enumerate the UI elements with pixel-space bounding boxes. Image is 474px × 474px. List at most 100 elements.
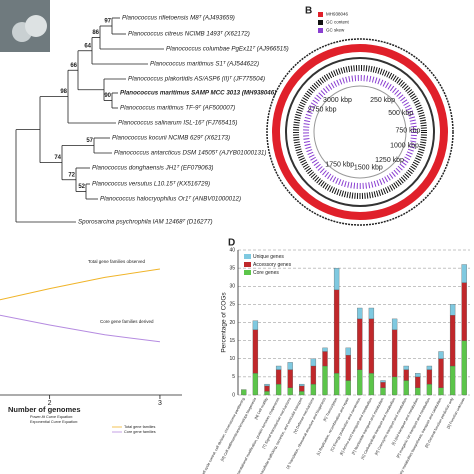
legend-swatch [318,20,323,25]
curve [0,268,161,301]
bar-segment [415,376,421,388]
bar-segment [287,362,293,370]
kbp-label: 250 kbp [370,97,395,104]
bar-segment [241,389,247,396]
bar-segment [426,365,433,370]
kbp-label: 3000 kbp [323,97,352,104]
bar-segment [310,358,317,367]
bar-segment [345,347,351,356]
annotation: Core gene families derived [100,319,154,324]
genome-ring [266,38,454,226]
legend-label: Unique genes [253,254,284,260]
bar-segment [461,282,467,341]
bar-segment [252,320,259,330]
legend-swatch [244,270,251,275]
species-label: Planococcus donghaensis JH1ᵀ (EF079063) [92,165,213,172]
bar-segment [299,391,305,396]
species-label: Planococcus maritimus TF-9ᵀ (AF500007) [120,105,235,112]
bootstrap-value: 64 [84,43,91,49]
bar-segment [403,369,409,381]
bar-segment [299,383,305,387]
bar-segment [275,383,282,396]
species-label: Planococcus halocryophilus Or1ᵀ (ANBV010… [100,196,241,203]
bar-segment [345,354,351,381]
bar-segment [438,351,444,359]
bar-segment [368,373,375,396]
bar-segment [380,382,386,388]
kbp-label: 750 kbp [396,128,421,135]
bootstrap-value: 74 [54,155,61,161]
kbp-label: 1000 kbp [390,142,419,149]
x-axis-label: Number of genomes [8,405,81,414]
legend-label: Core gene families [124,430,156,434]
bar-segment [380,380,386,383]
bar-segment [403,365,409,370]
species-label: Planococcus rifietoensis M8ᵀ (AJ493659) [122,15,235,22]
species-label: Planococcus salinarum ISL-16ᵀ (FJ765415) [118,120,237,127]
legend-label: MH938046 [326,12,349,17]
bootstrap-value: 52 [78,184,85,190]
bar-segment [357,307,363,320]
species-label: Planococcus versutus L10.15ᵀ (KX516729) [92,181,210,188]
y-tick-label: 40 [229,247,235,253]
y-tick-label: 20 [229,320,235,326]
bootstrap-value: 90 [104,93,111,99]
genome-ring [313,85,407,179]
legend-text: Exponential Curve Equation: [30,420,78,424]
kbp-label: 1750 kbp [325,161,354,168]
legend-label: Total gene families [124,425,156,429]
species-label: Planococcus kocurii NCIMB 629ᵀ (X62173) [112,135,230,142]
legend-label: Accessory genes [253,262,292,268]
bar-segment [461,340,467,396]
bar-segment [333,267,340,291]
panel-label: B [305,6,312,17]
bar-segment [368,307,375,320]
bootstrap-value: 97 [104,19,111,25]
y-tick-label: 0 [232,392,235,398]
bar-segment [264,385,270,392]
annotation: Total gene families observed [88,259,146,264]
bar-segment [299,385,305,392]
legend-swatch [318,12,323,17]
bar-segment [287,369,293,388]
bar-segment [449,365,456,396]
legend-swatch [244,262,251,267]
legend-swatch [318,28,323,33]
y-tick-label: 25 [229,302,235,308]
y-tick-label: 30 [229,284,235,290]
bar-segment [322,351,328,367]
bar-segment [333,373,340,396]
bootstrap-value: 98 [60,89,67,95]
species-label: Planococcus maritimus S1ᵀ (AJ544622) [150,61,259,68]
bar-segment [380,387,386,396]
bar-segment [264,391,270,396]
bar-segment [275,365,282,370]
y-tick-label: 35 [229,265,235,271]
bar-segment [449,315,456,367]
bar-segment [426,383,433,396]
bar-segment [310,383,317,396]
species-label: Planococcus antarcticus DSM 14505ᵀ (AJYB… [114,150,266,157]
bar-segment [461,264,467,283]
bar-segment [391,318,398,330]
genome-ring [285,57,435,207]
species-label: Planococcus maritimus SAMP MCC 3013 (MH9… [120,90,276,97]
species-label: Sporosarcina psychrophila IAM 12468ᵀ (D1… [78,219,213,226]
legend-label: Core genes [253,270,279,276]
bar-segment [357,318,363,370]
legend-text: Power-fit Curve Equation: [30,415,73,419]
legend-label: GC skew [326,28,345,33]
bootstrap-value: 66 [70,63,77,69]
species-label: Planococcus columbae PgEx11ᵀ (AJ966515) [166,46,289,53]
bar-segment [345,380,351,396]
legend-label: GC content [326,20,350,25]
kbp-label: 500 kbp [388,110,413,117]
bar-segment [275,369,282,385]
bar-segment [415,387,421,396]
bootstrap-value: 86 [92,30,99,36]
kbp-label: 1250 kbp [375,157,404,164]
bar-segment [322,365,328,396]
y-tick-label: 10 [229,356,235,362]
x-tick-label: 3 [158,400,162,407]
